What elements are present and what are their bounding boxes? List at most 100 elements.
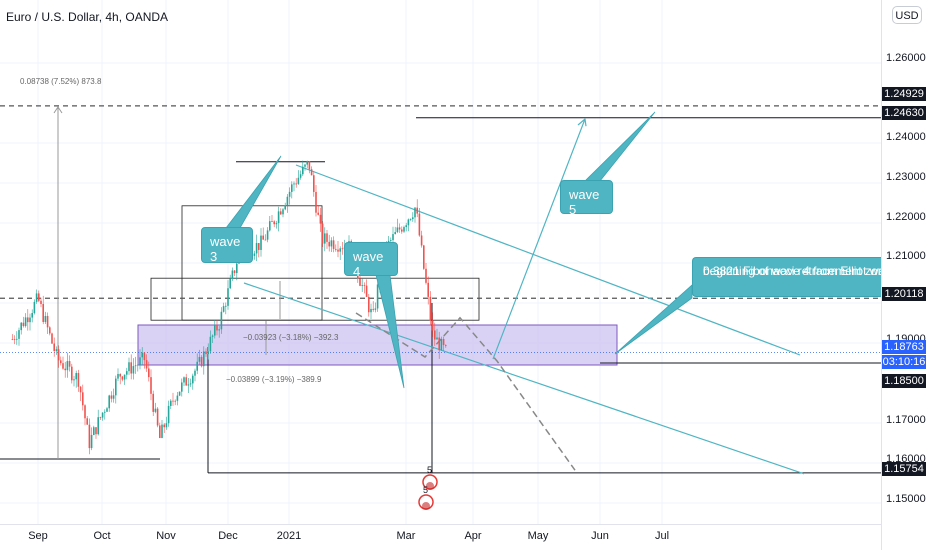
candle-body [132, 366, 135, 374]
wave-4-callout[interactable]: wave 4 [344, 242, 398, 279]
candle-body [198, 356, 201, 362]
candle-body [429, 296, 432, 321]
candle-body [86, 418, 88, 425]
candle-body [313, 175, 315, 192]
candle-body [255, 243, 258, 254]
currency-button[interactable]: USD [892, 6, 922, 24]
candle-body [154, 408, 157, 412]
price-tick: 1.23000 [886, 171, 926, 183]
candle-body [407, 219, 410, 226]
candle-body [130, 362, 132, 374]
candle-body [368, 296, 370, 313]
channel-line [243, 282, 805, 475]
candle-body [310, 169, 313, 176]
candle-body [110, 395, 113, 399]
candle-body [207, 351, 209, 355]
price-tick: 1.15000 [886, 493, 926, 505]
chart-title: Euro / U.S. Dollar, 4h, OANDA [6, 10, 169, 24]
channel-line [492, 118, 586, 360]
candle-body [392, 234, 394, 241]
fibonacci-callout[interactable]: 0.3821 Fibonacci retracement zone beginn… [692, 257, 881, 297]
candle-body [306, 161, 308, 165]
price-axis-separator [881, 0, 882, 550]
candle-body [53, 343, 55, 352]
candle-body [115, 378, 117, 396]
time-tick: Mar [396, 530, 416, 542]
time-tick: Jul [654, 530, 670, 542]
event-count: 5 [423, 485, 428, 495]
candle-body [262, 235, 264, 240]
candle-body [60, 360, 62, 364]
candle-body [319, 214, 322, 224]
candle-body [282, 209, 284, 215]
candle-body [409, 219, 412, 220]
measure-arrow [53, 106, 63, 114]
candle-body [176, 395, 179, 401]
candle-body [66, 361, 69, 371]
candle-body [183, 377, 185, 383]
candle-body [95, 427, 97, 435]
time-tick: Apr [464, 530, 482, 542]
wave-5-callout[interactable]: wave 5 [560, 180, 613, 217]
price-tag[interactable]: 1.18500 [882, 374, 926, 388]
countdown-tag: 03:10:16 [882, 355, 926, 369]
channel-arrow [577, 117, 587, 127]
candle-body [172, 400, 174, 402]
price-tick: 1.22000 [886, 211, 926, 223]
candle-body [40, 300, 42, 305]
candle-body [33, 301, 36, 314]
candle-body [396, 227, 399, 233]
price-tag[interactable]: 1.15754 [882, 462, 926, 476]
last-price-tag[interactable]: 1.18763 [882, 340, 926, 354]
candle-body [108, 395, 110, 409]
candle-body [328, 241, 330, 247]
candle-body [165, 423, 168, 428]
price-tag[interactable]: 1.20118 [882, 287, 926, 301]
candle-body [123, 374, 126, 380]
candles [11, 160, 447, 455]
candle-body [434, 330, 436, 340]
candle-body [128, 362, 130, 372]
candle-body [189, 383, 192, 385]
candle-body [324, 233, 326, 244]
candle-body [286, 196, 289, 206]
candle-body [295, 183, 297, 185]
wave-5-label: wave 5 [569, 187, 600, 217]
candle-body [13, 339, 16, 340]
candle-body [361, 285, 363, 286]
fibonacci-pointer [614, 284, 693, 355]
candle-body [445, 345, 447, 346]
candle-body [174, 400, 176, 402]
price-tag[interactable]: 1.24929 [882, 87, 926, 101]
wave-5-pointer [584, 111, 656, 182]
candle-body [46, 315, 49, 328]
candle-body [260, 235, 262, 250]
candle-body [71, 366, 73, 381]
candle-body [163, 424, 165, 428]
candle-body [209, 336, 212, 352]
candle-body [24, 317, 27, 327]
candle-body [418, 213, 421, 236]
candle-body [49, 327, 51, 334]
candle-body [317, 212, 319, 215]
candle-body [31, 313, 33, 318]
candle-body [332, 240, 335, 249]
price-tag[interactable]: 1.24630 [882, 106, 926, 120]
candle-body [11, 339, 14, 340]
candle-body [152, 393, 154, 412]
wave-3-callout[interactable]: wave 3 [201, 227, 253, 264]
candle-body [425, 268, 427, 283]
candle-body [18, 330, 20, 339]
candle-body [117, 373, 119, 379]
candle-body [394, 232, 396, 235]
event-flag-icon [426, 482, 434, 490]
fibonacci-callout-line-1: 0.3821 Fibonacci retracement zone [703, 264, 881, 278]
candle-body [401, 229, 403, 232]
candle-body [423, 245, 425, 269]
time-tick: May [527, 530, 549, 542]
candle-body [196, 361, 198, 371]
candle-body [126, 371, 128, 375]
candle-body [339, 248, 341, 252]
candle-body [253, 253, 256, 256]
